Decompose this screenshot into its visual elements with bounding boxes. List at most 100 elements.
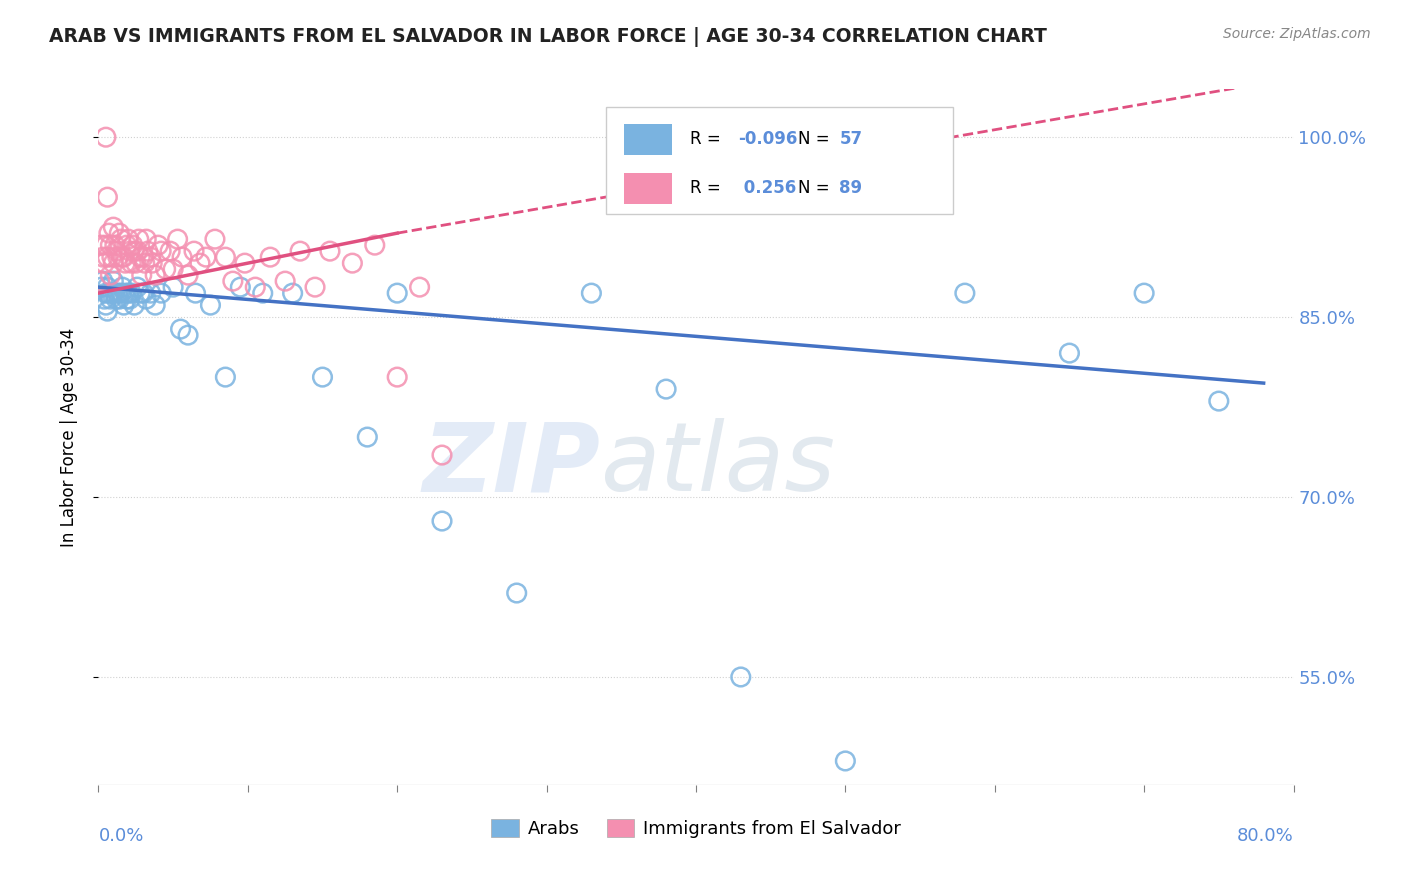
Point (385, 370, 409, 384)
Point (166, 232, 188, 246)
Point (229, 280, 252, 294)
Point (506, 586, 529, 600)
Point (143, 298, 166, 312)
Text: 0.256: 0.256 (738, 179, 796, 197)
Point (108, 292, 131, 306)
Point (430, 514, 453, 528)
Point (169, 322, 191, 336)
Point (319, 244, 342, 259)
Text: -0.096: -0.096 (738, 130, 797, 148)
Point (214, 250, 236, 264)
Bar (624, 124, 672, 155)
Point (94, 286, 117, 301)
Point (110, 232, 132, 246)
Point (281, 286, 304, 301)
Point (125, 256, 148, 270)
Point (311, 370, 333, 384)
Point (127, 280, 149, 294)
Point (98, 238, 122, 252)
Point (90, 280, 112, 294)
Point (94, 130, 117, 145)
Point (342, 256, 364, 270)
Point (120, 256, 142, 270)
Point (139, 250, 162, 264)
Point (115, 292, 138, 306)
Point (136, 244, 159, 259)
Point (120, 286, 142, 301)
Point (364, 238, 387, 252)
Point (107, 250, 129, 264)
Point (96, 304, 118, 318)
Point (97, 286, 120, 301)
Point (103, 274, 125, 288)
Point (139, 286, 162, 301)
Point (159, 244, 181, 259)
Point (108, 226, 131, 240)
Point (430, 448, 453, 462)
Point (111, 250, 134, 264)
Text: atlas: atlas (600, 418, 835, 511)
Point (94, 238, 117, 252)
Point (730, 670, 752, 684)
Text: 0.0%: 0.0% (98, 827, 143, 845)
Point (91, 250, 114, 264)
Point (124, 244, 146, 259)
Point (121, 238, 143, 252)
Point (118, 292, 141, 306)
Point (1133, 286, 1156, 301)
Point (128, 232, 150, 246)
Point (117, 232, 139, 246)
Point (112, 298, 135, 312)
Point (184, 286, 207, 301)
Point (98, 268, 122, 282)
Point (233, 256, 256, 270)
Point (222, 274, 245, 288)
Text: R =: R = (690, 179, 725, 197)
Point (93, 256, 115, 270)
Point (101, 250, 124, 264)
Y-axis label: In Labor Force | Age 30-34: In Labor Force | Age 30-34 (59, 327, 77, 547)
Point (131, 268, 153, 282)
Text: R =: R = (690, 130, 725, 148)
Text: N =: N = (797, 130, 834, 148)
Point (356, 430, 378, 444)
Point (132, 286, 155, 301)
Point (90, 238, 112, 252)
Point (1059, 346, 1081, 360)
Point (288, 244, 311, 259)
Point (114, 256, 136, 270)
Point (114, 286, 136, 301)
Point (214, 370, 236, 384)
Point (124, 298, 146, 312)
Point (112, 250, 135, 264)
Point (96, 190, 118, 204)
Point (103, 220, 125, 235)
Point (655, 382, 678, 396)
Point (135, 292, 157, 306)
Point (91, 274, 114, 288)
Point (101, 286, 124, 301)
Point (97, 226, 120, 240)
Point (143, 268, 166, 282)
Point (200, 298, 222, 312)
Point (834, 754, 856, 768)
Point (96, 280, 118, 294)
Point (89, 274, 111, 288)
Point (98, 292, 122, 306)
Point (141, 256, 163, 270)
Legend: Arabs, Immigrants from El Salvador: Arabs, Immigrants from El Salvador (484, 812, 908, 846)
Point (155, 262, 177, 277)
Bar (624, 173, 672, 204)
Point (150, 244, 173, 259)
Point (172, 250, 194, 264)
Point (581, 286, 603, 301)
Point (105, 244, 128, 259)
Point (259, 250, 281, 264)
Point (134, 256, 156, 270)
Point (129, 250, 152, 264)
Text: N =: N = (797, 179, 834, 197)
Point (1208, 394, 1230, 409)
Point (953, 286, 976, 301)
Point (150, 286, 173, 301)
Point (107, 286, 129, 301)
